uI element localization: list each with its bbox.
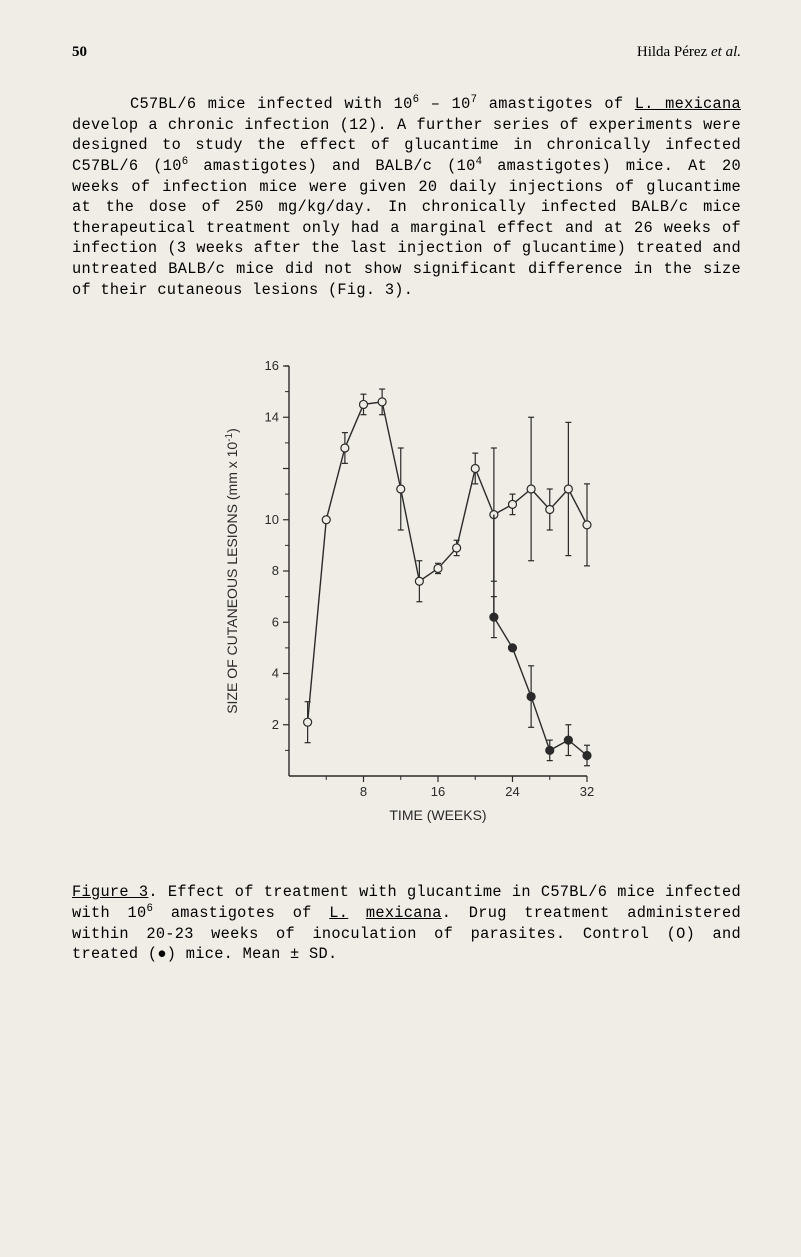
svg-text:2: 2 (271, 717, 278, 732)
svg-text:10: 10 (264, 512, 278, 527)
figure-3-container: 24681014168162432TIME (WEEKS)SIZE OF CUT… (72, 356, 741, 826)
chart-svg: 24681014168162432TIME (WEEKS)SIZE OF CUT… (217, 356, 597, 826)
main-paragraph: C57BL/6 mice infected with 106 – 107 ama… (72, 94, 741, 300)
svg-text:16: 16 (264, 358, 278, 373)
svg-text:24: 24 (505, 784, 519, 799)
page-number: 50 (72, 44, 87, 61)
svg-text:8: 8 (359, 784, 366, 799)
svg-text:14: 14 (264, 410, 278, 425)
svg-text:TIME (WEEKS): TIME (WEEKS) (389, 807, 486, 823)
figure-3-chart: 24681014168162432TIME (WEEKS)SIZE OF CUT… (217, 356, 597, 826)
figure-3-caption: Figure 3. Effect of treatment with gluca… (72, 882, 741, 965)
svg-text:6: 6 (271, 615, 278, 630)
page-header: 50 Hilda Pérez et al. (72, 44, 741, 61)
running-author: Hilda Pérez et al. (637, 44, 741, 61)
svg-text:SIZE OF CUTANEOUS LESIONS (mm: SIZE OF CUTANEOUS LESIONS (mm x 10-1) (224, 429, 240, 715)
svg-text:8: 8 (271, 563, 278, 578)
svg-text:4: 4 (271, 666, 278, 681)
svg-text:32: 32 (579, 784, 593, 799)
svg-text:16: 16 (430, 784, 444, 799)
